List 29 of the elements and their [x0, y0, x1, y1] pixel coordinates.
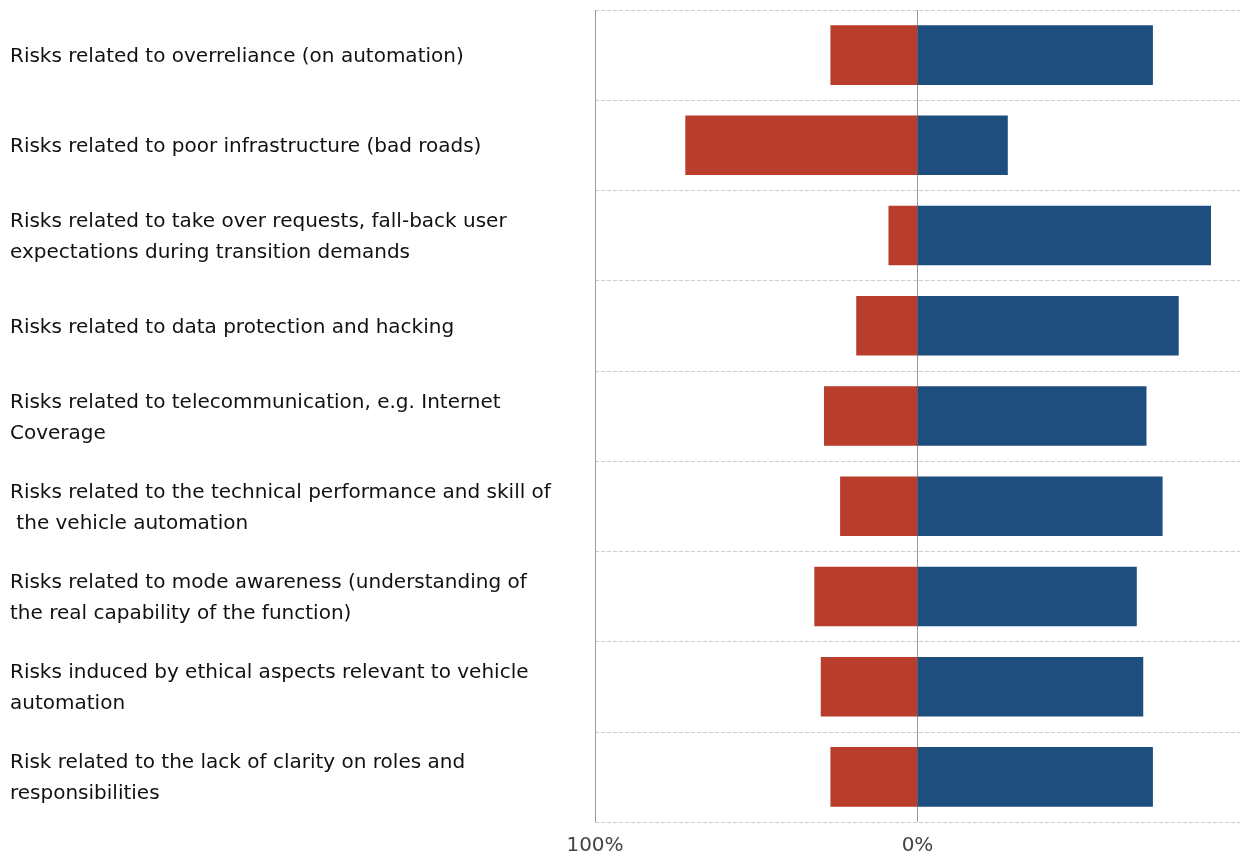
- y-tick-label: Risk related to the lack of clarity on roles and responsibilities: [10, 749, 472, 805]
- bar: [840, 476, 918, 536]
- bar: [917, 476, 1163, 536]
- bar: [917, 205, 1211, 266]
- bar: [830, 25, 918, 85]
- bar: [917, 115, 1008, 176]
- bar: [917, 386, 1147, 446]
- y-tick-label: Risks related to telecommunication, e.g. Internet Coverage: [10, 388, 508, 444]
- bar: [917, 566, 1137, 627]
- y-tick-label: Risks related to data protection and hacking: [10, 313, 455, 338]
- bar: [820, 656, 918, 717]
- x-tick-label: 0%: [901, 832, 934, 856]
- bar: [917, 25, 1153, 85]
- bar: [888, 205, 918, 266]
- y-tick-label: Risks related to the technical performance and skill of the vehicle automation: [10, 478, 552, 534]
- x-tick-label: 100%: [566, 832, 624, 856]
- bar: [830, 747, 918, 807]
- y-tick-label: Risks induced by ethical aspects relevant to vehicle automation: [10, 659, 535, 715]
- bar: [917, 747, 1153, 807]
- y-tick-label: Risks related to mode awareness (understanding of the real capability of the function): [10, 568, 534, 624]
- y-tick-label: Risks related to take over requests, fall-back user expectations during transition demands: [10, 208, 514, 264]
- bar: [823, 386, 918, 446]
- y-tick-label: Risks related to poor infrastructure (bad roads): [10, 133, 482, 158]
- bar: [917, 656, 1144, 717]
- bar: [856, 296, 918, 356]
- bar: [814, 566, 918, 627]
- bar: [685, 115, 918, 176]
- bar: [917, 296, 1179, 356]
- y-tick-label: Risks related to overreliance (on automation): [10, 43, 464, 68]
